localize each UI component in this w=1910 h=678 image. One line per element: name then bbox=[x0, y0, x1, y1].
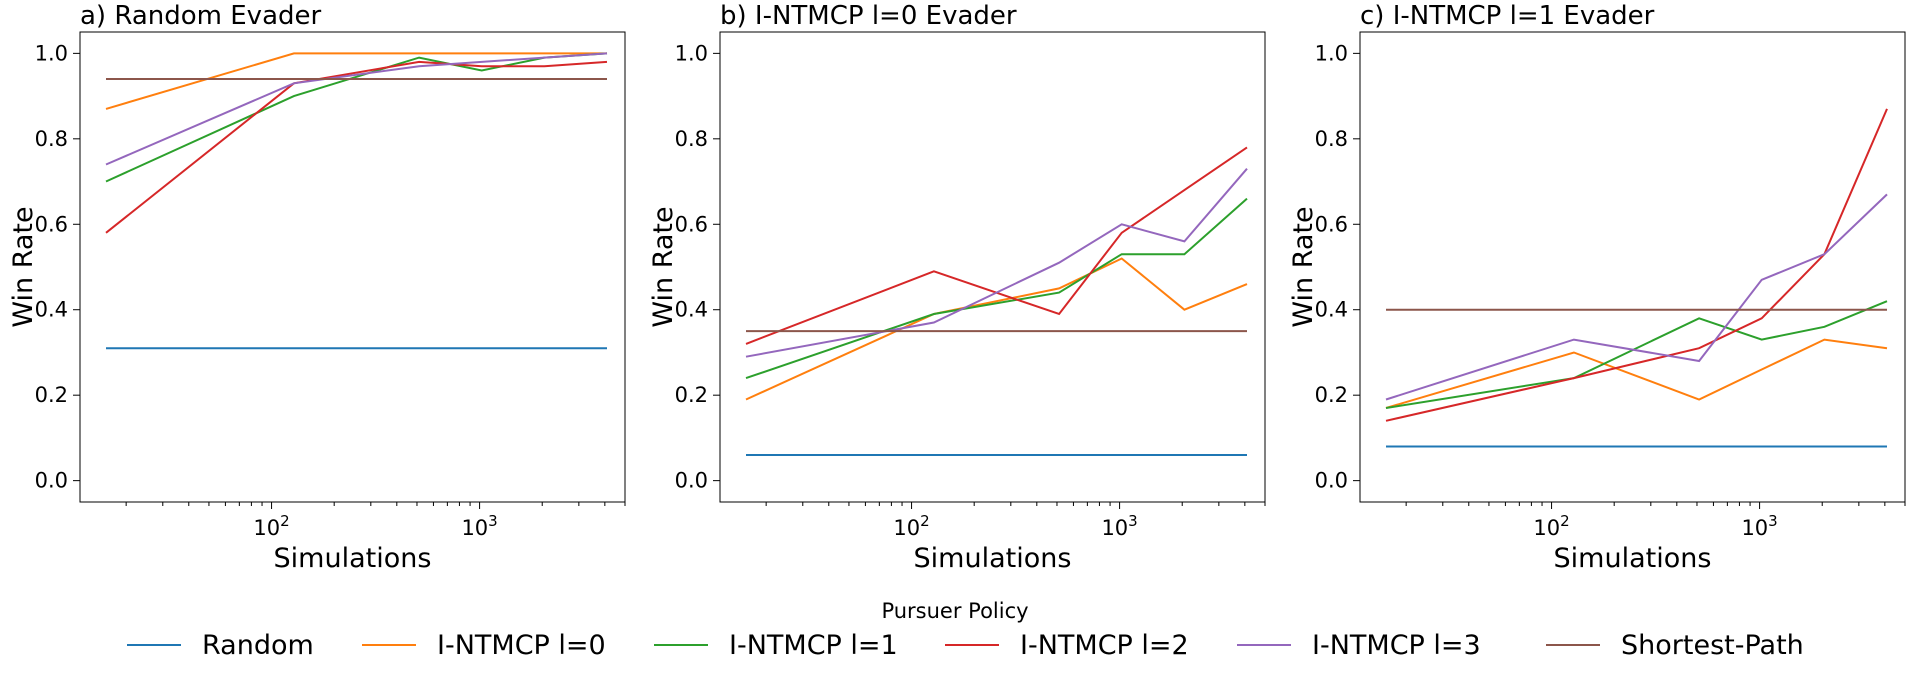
y-axis-label: Win Rate bbox=[8, 206, 39, 327]
series-line-i-ntmcp-l-2 bbox=[1385, 108, 1888, 422]
y-tick-label: 1.0 bbox=[675, 41, 708, 65]
chart-title: b) I-NTMCP l=0 Evader bbox=[720, 1, 1017, 31]
y-tick-label: 0.0 bbox=[1315, 469, 1348, 493]
chart-panel-3: c) I-NTMCP l=1 Evader 102 103 0.0 0.2 0.4 0.6 0… bbox=[1288, 1, 1906, 574]
x-axis-label: Simulations bbox=[274, 543, 432, 574]
legend-label: Random bbox=[202, 630, 314, 661]
x-tick-label: 103 bbox=[1101, 512, 1137, 540]
legend-item-i-ntmcp-l-0: I-NTMCP l=0 bbox=[362, 630, 606, 661]
y-tick-label: 0.4 bbox=[1315, 298, 1348, 322]
y-tick-label: 0.6 bbox=[35, 212, 68, 236]
x-axis-label: Simulations bbox=[1554, 543, 1712, 574]
y-tick-label: 0.6 bbox=[1315, 212, 1348, 236]
x-tick-label: 102 bbox=[253, 512, 289, 540]
legend-item-random: Random bbox=[127, 630, 314, 661]
legend-item-i-ntmcp-l-2: I-NTMCP l=2 bbox=[945, 630, 1189, 661]
legend-title: Pursuer Policy bbox=[881, 599, 1028, 623]
y-tick-label: 0.0 bbox=[35, 469, 68, 493]
legend-item-shortest-path: Shortest-Path bbox=[1546, 630, 1804, 661]
y-tick-label: 0.2 bbox=[675, 383, 708, 407]
chart-panels: a) Random Evader 102 103 0.0 0.2 0.4 0.6 0.8 1.0… bbox=[8, 1, 1906, 574]
legend-label: I-NTMCP l=1 bbox=[729, 630, 898, 661]
y-tick-label: 0.4 bbox=[35, 298, 68, 322]
x-tick-label: 103 bbox=[461, 512, 497, 540]
series-line-i-ntmcp-l-1 bbox=[745, 197, 1248, 380]
x-tick-label: 102 bbox=[1533, 512, 1569, 540]
chart-title: c) I-NTMCP l=1 Evader bbox=[1360, 1, 1655, 31]
series-line-i-ntmcp-l-0 bbox=[745, 257, 1248, 401]
y-tick-label: 0.2 bbox=[1315, 383, 1348, 407]
series-line-i-ntmcp-l-3 bbox=[745, 168, 1248, 358]
y-tick-label: 0.2 bbox=[35, 383, 68, 407]
plot-frame bbox=[79, 31, 626, 503]
y-axis-label: Win Rate bbox=[1288, 206, 1319, 327]
y-tick-label: 0.6 bbox=[675, 212, 708, 236]
y-tick-label: 1.0 bbox=[1315, 41, 1348, 65]
x-axis-label: Simulations bbox=[914, 543, 1072, 574]
legend-item-i-ntmcp-l-3: I-NTMCP l=3 bbox=[1237, 630, 1481, 661]
legend-item-i-ntmcp-l-1: I-NTMCP l=1 bbox=[654, 630, 898, 661]
legend: Pursuer Policy Random I-NTMCP l=0 I-NTMCP … bbox=[127, 599, 1804, 661]
chart-panel-2: b) I-NTMCP l=0 Evader 102 103 0.0 0.2 0.4 0.6 0… bbox=[648, 1, 1266, 574]
legend-label: I-NTMCP l=0 bbox=[437, 630, 606, 661]
y-tick-label: 0.8 bbox=[1315, 127, 1348, 151]
y-axis-label: Win Rate bbox=[648, 206, 679, 327]
y-tick-label: 0.8 bbox=[675, 127, 708, 151]
series-line-i-ntmcp-l-0 bbox=[105, 52, 607, 110]
x-tick-label: 103 bbox=[1741, 512, 1777, 540]
legend-label: Shortest-Path bbox=[1621, 630, 1804, 661]
plot-frame bbox=[719, 31, 1266, 503]
series-line-i-ntmcp-l-3 bbox=[105, 52, 608, 166]
legend-label: I-NTMCP l=2 bbox=[1020, 630, 1189, 661]
legend-label: I-NTMCP l=3 bbox=[1312, 630, 1481, 661]
series-line-i-ntmcp-l-1 bbox=[1385, 300, 1888, 409]
series-line-i-ntmcp-l-2 bbox=[745, 146, 1248, 345]
y-tick-label: 0.4 bbox=[675, 298, 708, 322]
series-line-i-ntmcp-l-0 bbox=[1385, 338, 1888, 409]
x-tick-label: 102 bbox=[893, 512, 929, 540]
plot-frame bbox=[1359, 31, 1906, 503]
chart-panel-1: a) Random Evader 102 103 0.0 0.2 0.4 0.6 0.8 1.0… bbox=[8, 1, 626, 574]
y-tick-label: 1.0 bbox=[35, 41, 68, 65]
y-tick-label: 0.0 bbox=[675, 469, 708, 493]
series-line-i-ntmcp-l-3 bbox=[1385, 193, 1888, 401]
y-tick-label: 0.8 bbox=[35, 127, 68, 151]
chart-title: a) Random Evader bbox=[80, 1, 321, 31]
